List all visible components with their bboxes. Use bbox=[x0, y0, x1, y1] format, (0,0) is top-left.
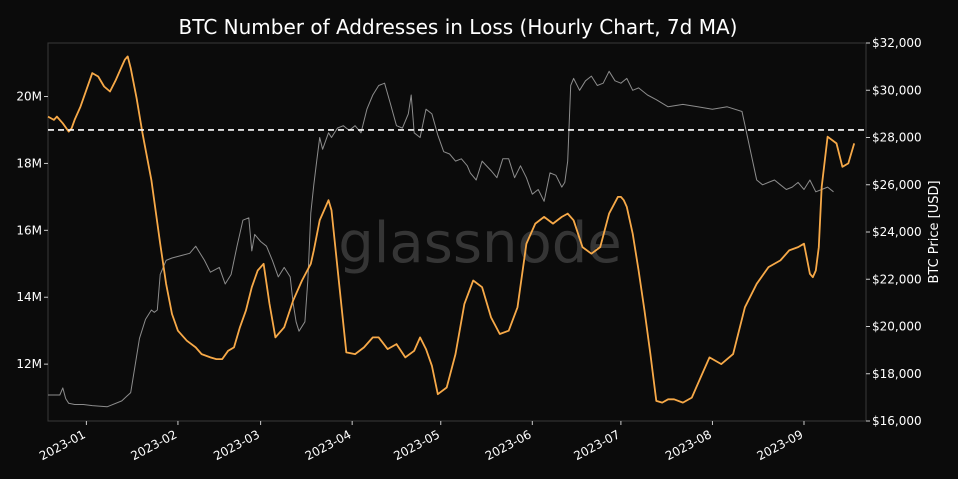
y-axis-right-label: BTC Price [USD] bbox=[927, 180, 942, 283]
series-layer bbox=[47, 55, 866, 408]
addresses-in-loss-line bbox=[47, 55, 856, 404]
y-right-tick-label: $26,000 bbox=[872, 178, 922, 192]
y-right-tick-label: $22,000 bbox=[872, 272, 922, 286]
y-right-tick-label: $30,000 bbox=[872, 83, 922, 97]
y-left-tick-label: 18M bbox=[16, 156, 42, 170]
y-left-tick-label: 14M bbox=[16, 290, 42, 304]
y-left-tick-label: 12M bbox=[16, 357, 42, 371]
watermark: glassnode bbox=[338, 211, 622, 276]
y-left-tick-label: 20M bbox=[16, 90, 42, 104]
y-left-tick-label: 16M bbox=[16, 223, 42, 237]
y-right-tick-label: $24,000 bbox=[872, 225, 922, 239]
y-right-tick-label: $28,000 bbox=[872, 131, 922, 145]
y-right-tick-label: $16,000 bbox=[872, 414, 922, 428]
y-right-tick-label: $18,000 bbox=[872, 367, 922, 381]
chart-title: BTC Number of Addresses in Loss (Hourly … bbox=[179, 15, 738, 39]
y-right-tick-label: $20,000 bbox=[872, 320, 922, 334]
btc-price-line bbox=[48, 70, 834, 408]
y-right-tick-label: $32,000 bbox=[872, 36, 922, 50]
